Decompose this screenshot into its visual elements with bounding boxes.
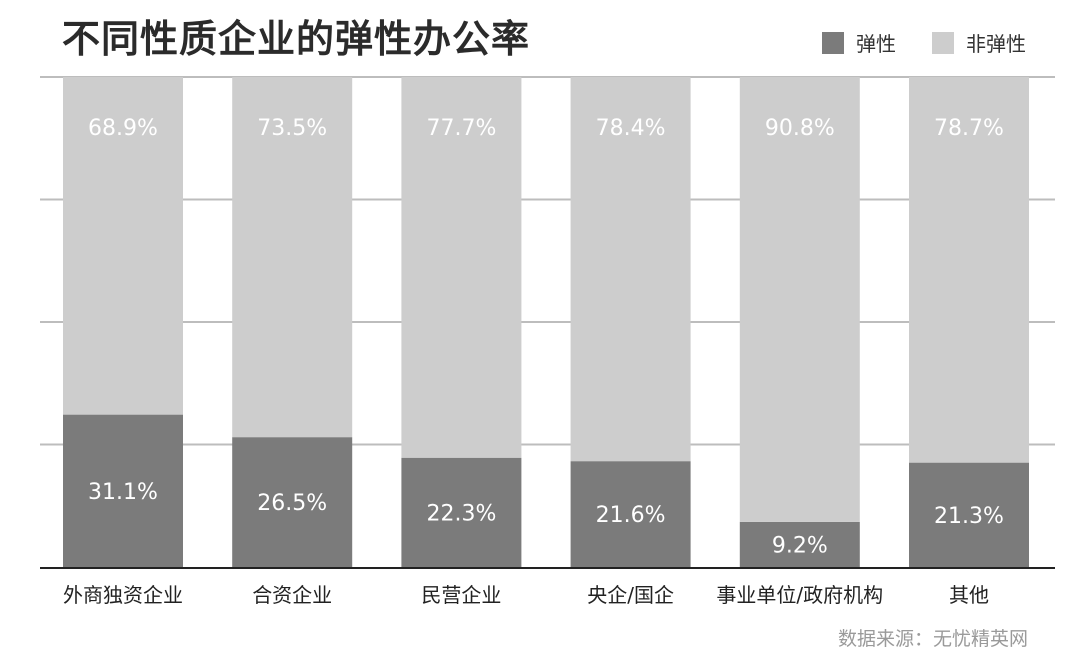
legend-swatch-non-flexible [932,31,954,54]
bar-segment-flexible [232,437,353,567]
legend-label-flexible: 弹性 [856,32,896,56]
bar-segment-flexible [63,414,183,567]
data-labels: 31.1% 68.9% 26.5% 73.5% 22.3% 77.7% 21.6% 78.4%… [88,116,1004,558]
source-note: 数据来源：无忧精英网 [837,628,1028,650]
data-label-flexible: 22.3% [426,501,496,526]
bar-segment-non-flexible [570,77,691,462]
data-label-flexible: 31.1% [88,480,158,505]
data-label-non-flexible: 73.5% [257,116,327,141]
bar-segment-non-flexible [63,77,183,415]
bar-segment-flexible [401,457,522,567]
data-label-non-flexible: 77.7% [426,116,496,141]
x-tick-label: 外商独资企业 [63,583,183,607]
bar-segment-flexible [909,462,1029,567]
data-label-flexible: 21.6% [596,503,666,528]
legend: 弹性 非弹性 [822,28,1026,57]
data-label-flexible: 21.3% [934,504,1004,529]
bars [63,77,1029,567]
legend-item-flexible: 弹性 [822,28,896,57]
x-tick-label: 事业单位/政府机构 [716,583,883,607]
bar-segment-non-flexible [232,77,353,438]
bar-segment-flexible [739,521,860,567]
data-label-flexible: 26.5% [257,491,327,516]
bar-segment-flexible [570,461,691,567]
bar-segment-non-flexible [401,77,522,458]
legend-item-non-flexible: 非弹性 [932,28,1026,57]
x-tick-label: 民营企业 [421,583,501,607]
x-tick-labels: 外商独资企业 合资企业 民营企业 央企/国企 事业单位/政府机构 其他 [63,583,989,607]
data-label-flexible: 9.2% [772,533,828,558]
chart-title: 不同性质企业的弹性办公率 [62,17,531,61]
data-label-non-flexible: 78.7% [934,116,1004,141]
x-tick-label: 央企/国企 [587,583,674,607]
bar-segment-non-flexible [909,77,1029,463]
x-tick-label: 其他 [949,583,989,607]
x-tick-label: 合资企业 [252,583,332,607]
bar-segment-non-flexible [739,77,860,522]
data-label-non-flexible: 78.4% [596,116,666,141]
data-label-non-flexible: 68.9% [88,116,158,141]
legend-label-non-flexible: 非弹性 [966,32,1026,56]
data-label-non-flexible: 90.8% [765,116,835,141]
gridlines [40,76,1055,446]
legend-swatch-flexible [822,31,844,54]
